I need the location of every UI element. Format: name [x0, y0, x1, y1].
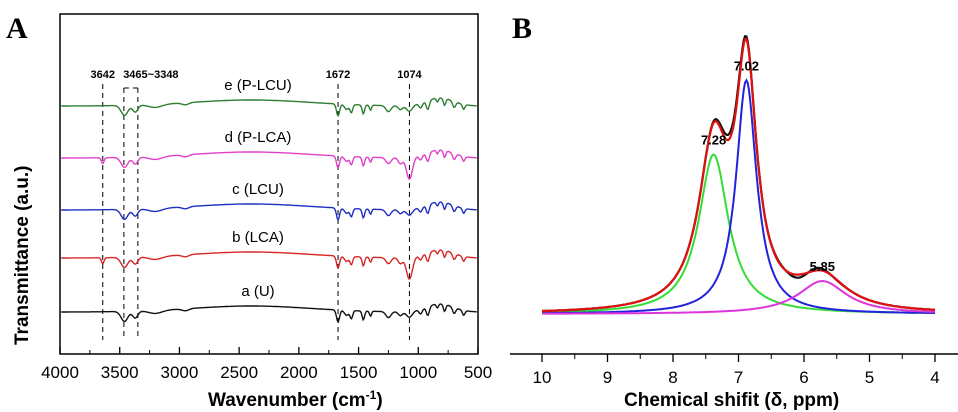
a-tick-label: 4000 — [41, 363, 79, 382]
a-series-line — [61, 249, 477, 280]
a-tick-label: 500 — [464, 363, 492, 382]
a-marker-label: 3465~3348 — [123, 69, 178, 81]
a-series-label: c (LCU) — [232, 181, 284, 198]
b-tick-label: 10 — [533, 368, 552, 387]
panel-b-x-ticks: 10 9 8 7 6 5 4 — [533, 354, 940, 387]
b-tick-label: 5 — [865, 368, 874, 387]
a-series-label: d (P-LCA) — [225, 129, 292, 146]
a-series-line — [61, 303, 477, 324]
b-tick-label: 6 — [799, 368, 808, 387]
b-component-peak — [541, 153, 936, 314]
a-series-label: a (U) — [241, 283, 274, 300]
b-component-peak — [542, 78, 935, 315]
a-tick-label: 3000 — [161, 363, 199, 382]
a-series-label: b (LCA) — [232, 229, 284, 246]
panel-a-xlabel: Wavenumber (cm-1) — [208, 388, 383, 411]
panel-a-markers: 3642 3465~3348 1672 1074 — [91, 69, 423, 340]
a-series-label: e (P-LCU) — [224, 77, 292, 94]
panel-a-label: A — [6, 12, 28, 45]
panel-b-series: 7.28 7.02 5.85 — [541, 35, 936, 315]
a-series-line — [61, 201, 477, 222]
a-tick-label: 2000 — [280, 363, 318, 382]
a-tick-label: 3500 — [101, 363, 139, 382]
a-tick-label: 2500 — [220, 363, 258, 382]
a-marker-label: 1074 — [397, 69, 422, 81]
b-tick-label: 9 — [603, 368, 612, 387]
a-marker-label: 1672 — [326, 69, 350, 81]
b-peak-label: 7.28 — [701, 133, 726, 148]
panel-a-ylabel: Transmittance (a.u.) — [12, 166, 33, 346]
b-component-peak — [542, 279, 936, 315]
panel-b-xlabel: Chemical shifit (δ, ppm) — [624, 390, 839, 411]
b-series-line — [542, 35, 935, 313]
b-series-line — [542, 37, 935, 313]
panel-b-label: B — [512, 12, 532, 45]
a-marker-label: 3642 — [91, 69, 115, 81]
a-series-line — [61, 149, 477, 180]
a-series-line — [61, 97, 477, 118]
b-tick-label: 4 — [930, 368, 939, 387]
b-tick-label: 8 — [668, 368, 677, 387]
panel-a-series: e (P-LCU) d (P-LCA) c (LCU) b (LCA) a (U) — [61, 77, 477, 324]
b-peak-label: 7.02 — [734, 58, 759, 73]
b-tick-label: 7 — [734, 368, 743, 387]
panel-a-x-ticks: 4000 3500 3000 2500 2000 1500 1000 500 — [41, 347, 492, 382]
a-tick-label: 1500 — [340, 363, 378, 382]
b-peak-label: 5.85 — [810, 259, 835, 274]
a-tick-label: 1000 — [399, 363, 437, 382]
